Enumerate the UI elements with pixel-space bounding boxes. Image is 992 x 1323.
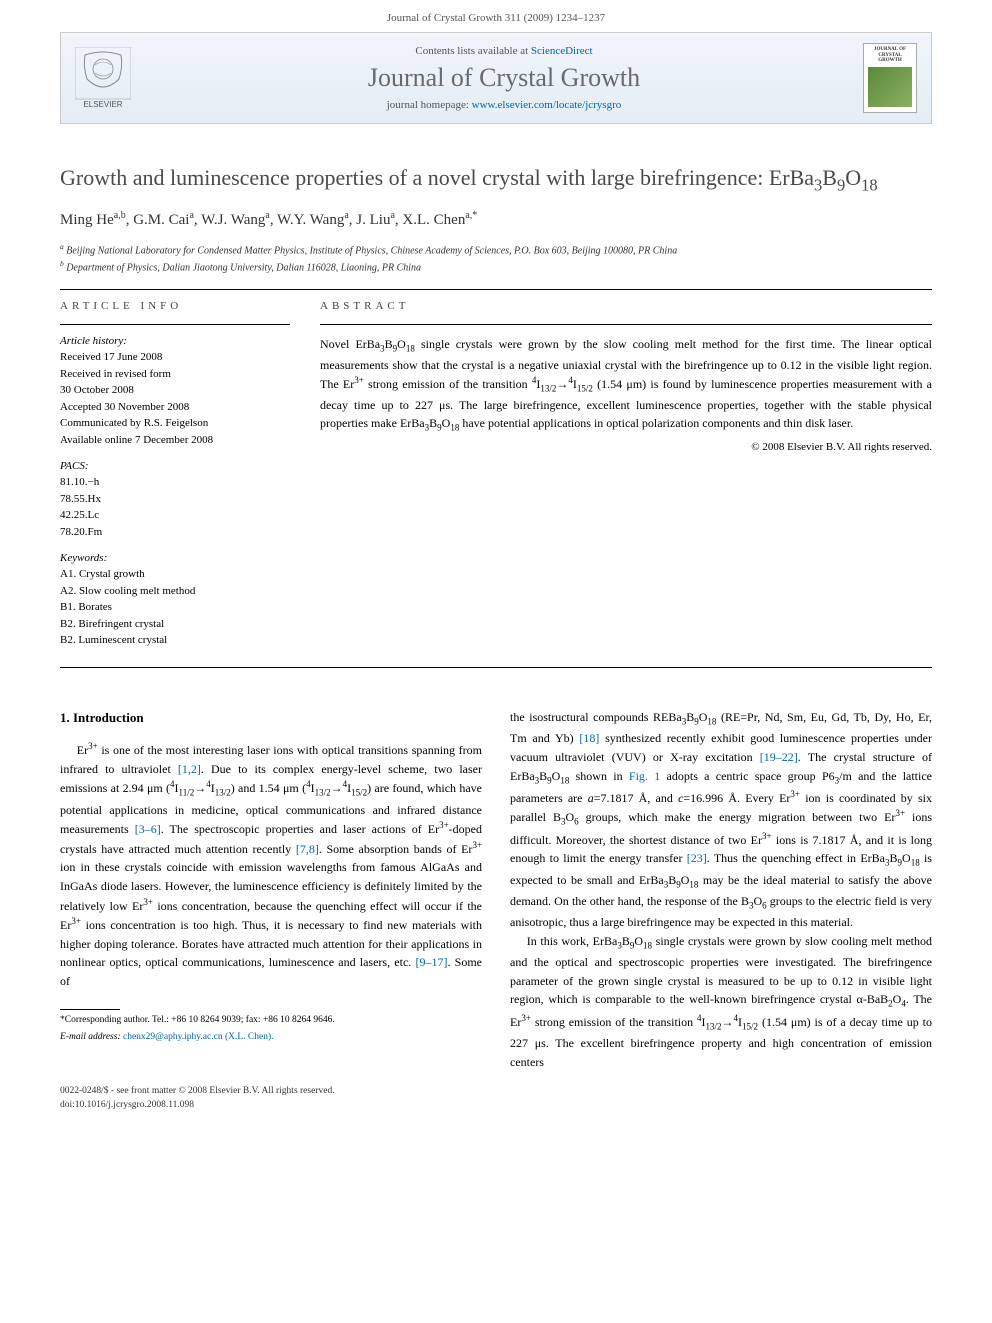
info-rule-bottom [60,667,932,668]
article-info-right: ABSTRACT Novel ErBa3B9O18 single crystal… [320,300,932,649]
article-info-heading: ARTICLE INFO [60,300,290,312]
cover-title: JOURNAL OF CRYSTAL GROWTH [867,47,913,64]
history-revised-label: Received in revised form [60,366,290,383]
history-communicated: Communicated by R.S. Feigelson [60,415,290,432]
footnote-separator [60,1009,120,1010]
intro-paragraph-1: Er3+ is one of the most interesting lase… [60,740,482,990]
email-link[interactable]: chenx29@aphy.iphy.ac.cn (X.L. Chen). [123,1032,274,1042]
keyword-1: A1. Crystal growth [60,566,290,583]
keyword-4: B2. Birefringent crystal [60,616,290,633]
journal-homepage-line: journal homepage: www.elsevier.com/locat… [145,99,863,111]
article-title: Growth and luminescence properties of a … [60,164,932,196]
footer-front-matter: 0022-0248/$ - see front matter © 2008 El… [60,1085,932,1098]
abstract-copyright: © 2008 Elsevier B.V. All rights reserved… [320,441,932,453]
affiliations: a Beijing National Laboratory for Conden… [60,241,932,276]
cover-image [868,67,912,107]
column-right: the isostructural compounds REBa3B9O18 (… [510,708,932,1071]
homepage-prefix: journal homepage: [387,99,472,111]
intro-paragraph-2: In this work, ErBa3B9O18 single crystals… [510,932,932,1071]
keyword-5: B2. Luminescent crystal [60,632,290,649]
sciencedirect-link[interactable]: ScienceDirect [531,45,593,57]
email-label: E-mail address: [60,1032,121,1042]
pacs-heading: PACS: [60,460,290,472]
affiliation-a: a Beijing National Laboratory for Conden… [60,241,932,258]
column-left: 1. Introduction Er3+ is one of the most … [60,708,482,1071]
history-revised-date: 30 October 2008 [60,382,290,399]
footer-doi: doi:10.1016/j.jcrysgro.2008.11.098 [60,1099,932,1112]
section-1-heading: 1. Introduction [60,708,482,728]
affiliation-b: b Department of Physics, Dalian Jiaotong… [60,258,932,275]
article-info-block: ARTICLE INFO Article history: Received 1… [60,290,932,667]
info-right-rule [320,324,932,325]
pacs-3: 42.25.Lc [60,507,290,524]
info-left-rule [60,324,290,325]
banner-center: Contents lists available at ScienceDirec… [145,45,863,111]
homepage-link[interactable]: www.elsevier.com/locate/jcrysgro [472,99,622,111]
article-info-left: ARTICLE INFO Article history: Received 1… [60,300,290,649]
keyword-2: A2. Slow cooling melt method [60,583,290,600]
pacs-2: 78.55.Hx [60,491,290,508]
intro-paragraph-1-cont: the isostructural compounds REBa3B9O18 (… [510,708,932,932]
corresponding-author-note: *Corresponding author. Tel.: +86 10 8264… [60,1014,482,1027]
abstract-heading: ABSTRACT [320,300,932,312]
elsevier-label: ELSEVIER [83,100,122,109]
page-footer: 0022-0248/$ - see front matter © 2008 El… [60,1085,932,1112]
history-online: Available online 7 December 2008 [60,432,290,449]
keyword-3: B1. Borates [60,599,290,616]
elsevier-logo: ELSEVIER [75,47,131,109]
article-history-heading: Article history: [60,335,290,347]
running-header: Journal of Crystal Growth 311 (2009) 123… [0,0,992,32]
history-accepted: Accepted 30 November 2008 [60,399,290,416]
journal-name: Journal of Crystal Growth [145,63,863,93]
corresponding-email: E-mail address: chenx29@aphy.iphy.ac.cn … [60,1031,482,1044]
history-received: Received 17 June 2008 [60,349,290,366]
authors-list: Ming Hea,b, G.M. Caia, W.J. Wanga, W.Y. … [60,210,932,229]
pacs-4: 78.20.Fm [60,524,290,541]
sciencedirect-banner: ELSEVIER Contents lists available at Sci… [60,32,932,124]
abstract-text: Novel ErBa3B9O18 single crystals were gr… [320,335,932,435]
keywords-heading: Keywords: [60,552,290,564]
article-front-matter: Growth and luminescence properties of a … [60,164,932,668]
journal-cover-thumbnail: JOURNAL OF CRYSTAL GROWTH [863,43,917,113]
contents-available-line: Contents lists available at ScienceDirec… [145,45,863,57]
pacs-1: 81.10.−h [60,474,290,491]
contents-prefix: Contents lists available at [415,45,530,57]
body-columns: 1. Introduction Er3+ is one of the most … [60,708,932,1071]
